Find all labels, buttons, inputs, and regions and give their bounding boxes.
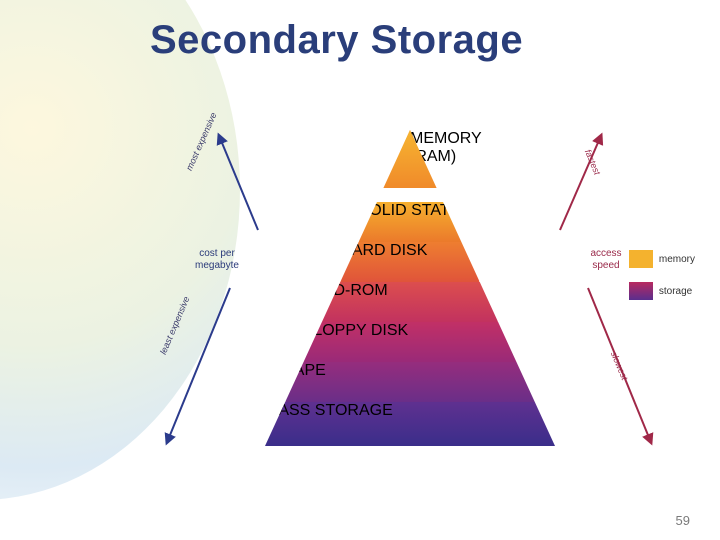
speed-axis-title: access speed [576,248,636,271]
speed-arrow-up [550,130,610,250]
pyramid-tier-label-1: SOLID STATE [359,202,462,220]
storage-pyramid-figure: most expensive cost per megabyte least e… [190,130,630,480]
pyramid-tier-1: SOLID STATE [359,202,462,242]
cost-axis-title: cost per megabyte [182,248,252,271]
legend-memory: memory [629,250,695,268]
cost-arrow-up [210,130,270,250]
pyramid-tier-4: FLOPPY DISK [304,322,517,362]
legend-storage: storage [629,282,695,300]
pyramid-tier-label-3: CD-ROM [322,282,498,300]
pyramid-tier-label-5: TAPE [285,362,535,380]
legend-memory-swatch [629,250,653,268]
legend-storage-swatch [629,282,653,300]
pyramid-tier-label-4: FLOPPY DISK [304,322,517,340]
legend-memory-label: memory [659,254,695,265]
page-title: Secondary Storage [150,18,523,63]
cost-axis-title-text: cost per megabyte [195,248,239,271]
pyramid-tier-6: MASS STORAGE [265,402,555,446]
page-number: 59 [676,513,690,528]
cost-arrow-down [160,280,240,450]
pyramid-tier-label-6: MASS STORAGE [265,402,555,420]
legend-storage-label: storage [659,286,692,297]
pyramid-tier-3: CD-ROM [322,282,498,322]
pyramid: MEMORY (RAM) SOLID STATE HARD DISK CD-ROM FL… [265,130,555,460]
speed-axis-title-text: access speed [590,248,621,271]
pyramid-tier-5: TAPE [285,362,535,402]
pyramid-tier-label-2: HARD DISK [340,242,479,260]
pyramid-tier-2: HARD DISK [340,242,479,282]
pyramid-tier-0: MEMORY (RAM) [384,130,436,188]
legend: memory storage [629,250,695,314]
